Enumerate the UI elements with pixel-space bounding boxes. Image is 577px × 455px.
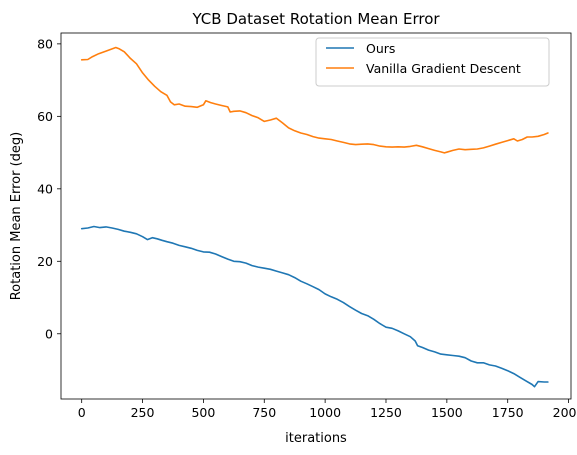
y-tick-label: 60 — [37, 109, 53, 124]
series-line-1 — [80, 46, 549, 154]
legend: Ours Vanilla Gradient Descent — [315, 37, 550, 87]
series-line-0 — [80, 225, 549, 388]
y-tick-label: 20 — [37, 254, 53, 269]
y-axis: 0 20 40 60 80 — [37, 36, 61, 341]
plot-frame — [60, 32, 572, 400]
y-tick-label: 80 — [37, 36, 53, 51]
x-tick-label: 0 — [78, 405, 86, 420]
plot-area — [61, 33, 571, 399]
x-tick-label: 1000 — [309, 405, 341, 420]
x-axis-label: iterations — [285, 431, 347, 446]
y-tick-label: 40 — [37, 181, 53, 196]
legend-label-0: Ours — [366, 41, 395, 56]
x-tick-label: 1250 — [370, 405, 402, 420]
x-tick-label: 500 — [191, 405, 215, 420]
x-tick-label: 250 — [131, 405, 155, 420]
x-tick-label: 750 — [252, 405, 276, 420]
y-axis-label: Rotation Mean Error (deg) — [9, 132, 24, 301]
x-tick-label: 1500 — [431, 405, 463, 420]
legend-label-1: Vanilla Gradient Descent — [366, 61, 521, 76]
y-tick-label: 0 — [45, 326, 53, 341]
chart-title: YCB Dataset Rotation Mean Error — [191, 10, 440, 28]
x-tick-label: 1750 — [492, 405, 524, 420]
legend-box — [315, 37, 550, 87]
series-layer — [80, 46, 549, 388]
